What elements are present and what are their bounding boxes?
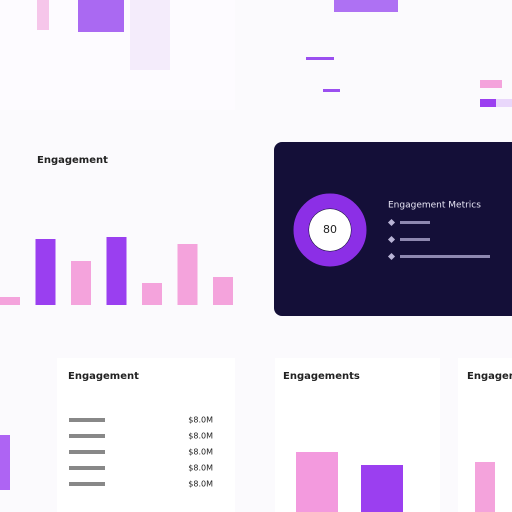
decor [306, 57, 334, 60]
bar [296, 452, 338, 512]
decor [400, 221, 430, 224]
row-value: $8.0M [188, 448, 213, 457]
decor [480, 99, 496, 107]
row-label [69, 418, 105, 422]
card-title: Engagement A [467, 371, 512, 382]
bar [35, 239, 56, 305]
bar [142, 283, 162, 305]
row-value: $8.0M [188, 464, 213, 473]
bar [213, 277, 233, 305]
bar [177, 244, 198, 305]
chart-title: Engagement [37, 155, 108, 166]
decor [78, 0, 124, 32]
card-title: Engagement [68, 371, 139, 382]
bar [0, 297, 20, 305]
icon [387, 235, 396, 244]
card-title: Engagements [283, 371, 360, 382]
row-label [69, 434, 105, 438]
decor [0, 435, 10, 490]
decor [334, 0, 398, 12]
row-value: $8.0M [188, 416, 213, 425]
decor [400, 238, 430, 241]
icon [387, 252, 396, 261]
decor [323, 89, 340, 92]
decor [480, 80, 502, 88]
decor [475, 462, 495, 512]
bar [361, 465, 403, 512]
bar-chart [296, 452, 403, 512]
bar-chart [0, 237, 233, 305]
row-label [69, 466, 105, 470]
decor [37, 0, 49, 30]
metric-title: Engagement Metrics [388, 201, 481, 211]
row-label [69, 482, 105, 486]
decor [130, 0, 170, 70]
row-value: $8.0M [188, 480, 213, 489]
bar [106, 237, 127, 305]
metric-card [274, 142, 512, 316]
decor [496, 99, 512, 107]
table: $8.0M $8.0M $8.0M $8.0M $8.0M [69, 416, 213, 489]
bar [71, 261, 91, 305]
row-label [69, 450, 105, 454]
decor [400, 255, 490, 258]
metric-value: 80 [323, 223, 337, 236]
row-value: $8.0M [188, 432, 213, 441]
icon [387, 218, 396, 227]
donut-center [309, 209, 351, 251]
donut [293, 193, 367, 267]
